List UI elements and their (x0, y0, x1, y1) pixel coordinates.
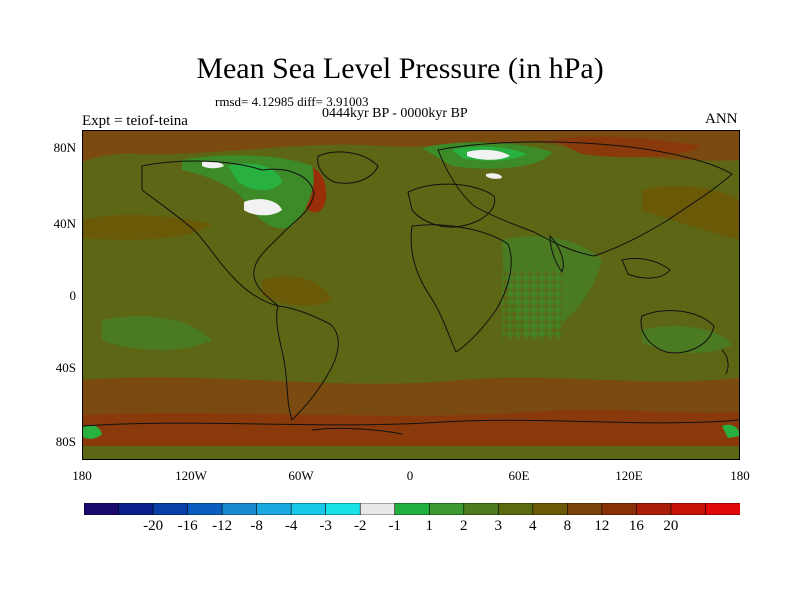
lon-label-0: 0 (406, 468, 414, 483)
colorbar-label: 3 (494, 518, 503, 534)
colorbar-swatch (394, 503, 431, 515)
colorbar-swatch (567, 503, 603, 515)
lat-label-80n: 80N (53, 140, 76, 155)
colorbar-label: -3 (319, 518, 332, 534)
stats-text: rmsd= 4.12985 diff= 3.91003 (215, 94, 369, 109)
colorbar (84, 503, 740, 515)
lat-label-80s: 80S (55, 434, 76, 449)
colorbar-label: 12 (594, 518, 610, 534)
lon-label-180w: 180 (72, 468, 92, 483)
colorbar-label: 16 (628, 518, 644, 534)
coastlines (82, 141, 740, 435)
experiment-label: Expt = teiof-teina (82, 113, 188, 129)
colorbar-label: -12 (212, 518, 233, 534)
colorbar-label: -20 (143, 518, 164, 534)
colorbar-swatch (601, 503, 638, 515)
season-label: ANN (705, 111, 738, 127)
colorbar-label: 2 (460, 518, 468, 534)
colorbar-label: -8 (250, 518, 263, 534)
colorbar-label: -4 (284, 518, 298, 534)
colorbar-label: -16 (177, 518, 198, 534)
colorbar-label: 4 (529, 518, 537, 534)
lon-label-60w: 60W (288, 468, 314, 483)
colorbar-label: 8 (563, 518, 572, 534)
colorbar-swatch (705, 503, 740, 515)
lon-label-120w: 120W (175, 468, 207, 483)
colorbar-swatch (84, 503, 120, 515)
colorbar-swatch (325, 503, 362, 515)
map-frame (82, 130, 740, 460)
warm-anomaly-regions (82, 130, 740, 446)
white-anomaly-patches (202, 149, 510, 216)
colorbar-swatch (187, 503, 223, 515)
colorbar-label: 1 (425, 518, 434, 534)
pressure-map (82, 130, 740, 460)
colorbar-swatch (532, 503, 569, 515)
colorbar-swatch (359, 503, 396, 515)
period-text: 0444kyr BP - 0000kyr BP (322, 106, 468, 121)
colorbar-swatch (118, 503, 154, 515)
colorbar-swatch (463, 503, 500, 515)
colorbar-swatch (636, 503, 672, 515)
lon-label-60e: 60E (508, 468, 530, 483)
lat-label-eq: 0 (69, 288, 77, 303)
colorbar-label: -2 (353, 518, 367, 534)
colorbar-swatch (290, 503, 327, 515)
colorbar-label: -1 (388, 518, 401, 534)
colorbar-swatch (152, 503, 189, 515)
colorbar-swatch (256, 503, 292, 515)
lon-label-180e: 180 (730, 468, 750, 483)
lat-label-40n: 40N (53, 216, 76, 231)
colorbar-swatch (498, 503, 534, 515)
colorbar-swatch (670, 503, 707, 515)
colorbar-label: 20 (663, 518, 679, 534)
map-title: Mean Sea Level Pressure (in hPa) (196, 52, 604, 85)
colorbar-swatch (221, 503, 258, 515)
colorbar-swatch (428, 503, 465, 515)
lon-label-120e: 120E (615, 468, 643, 483)
lat-label-40s: 40S (55, 360, 76, 375)
